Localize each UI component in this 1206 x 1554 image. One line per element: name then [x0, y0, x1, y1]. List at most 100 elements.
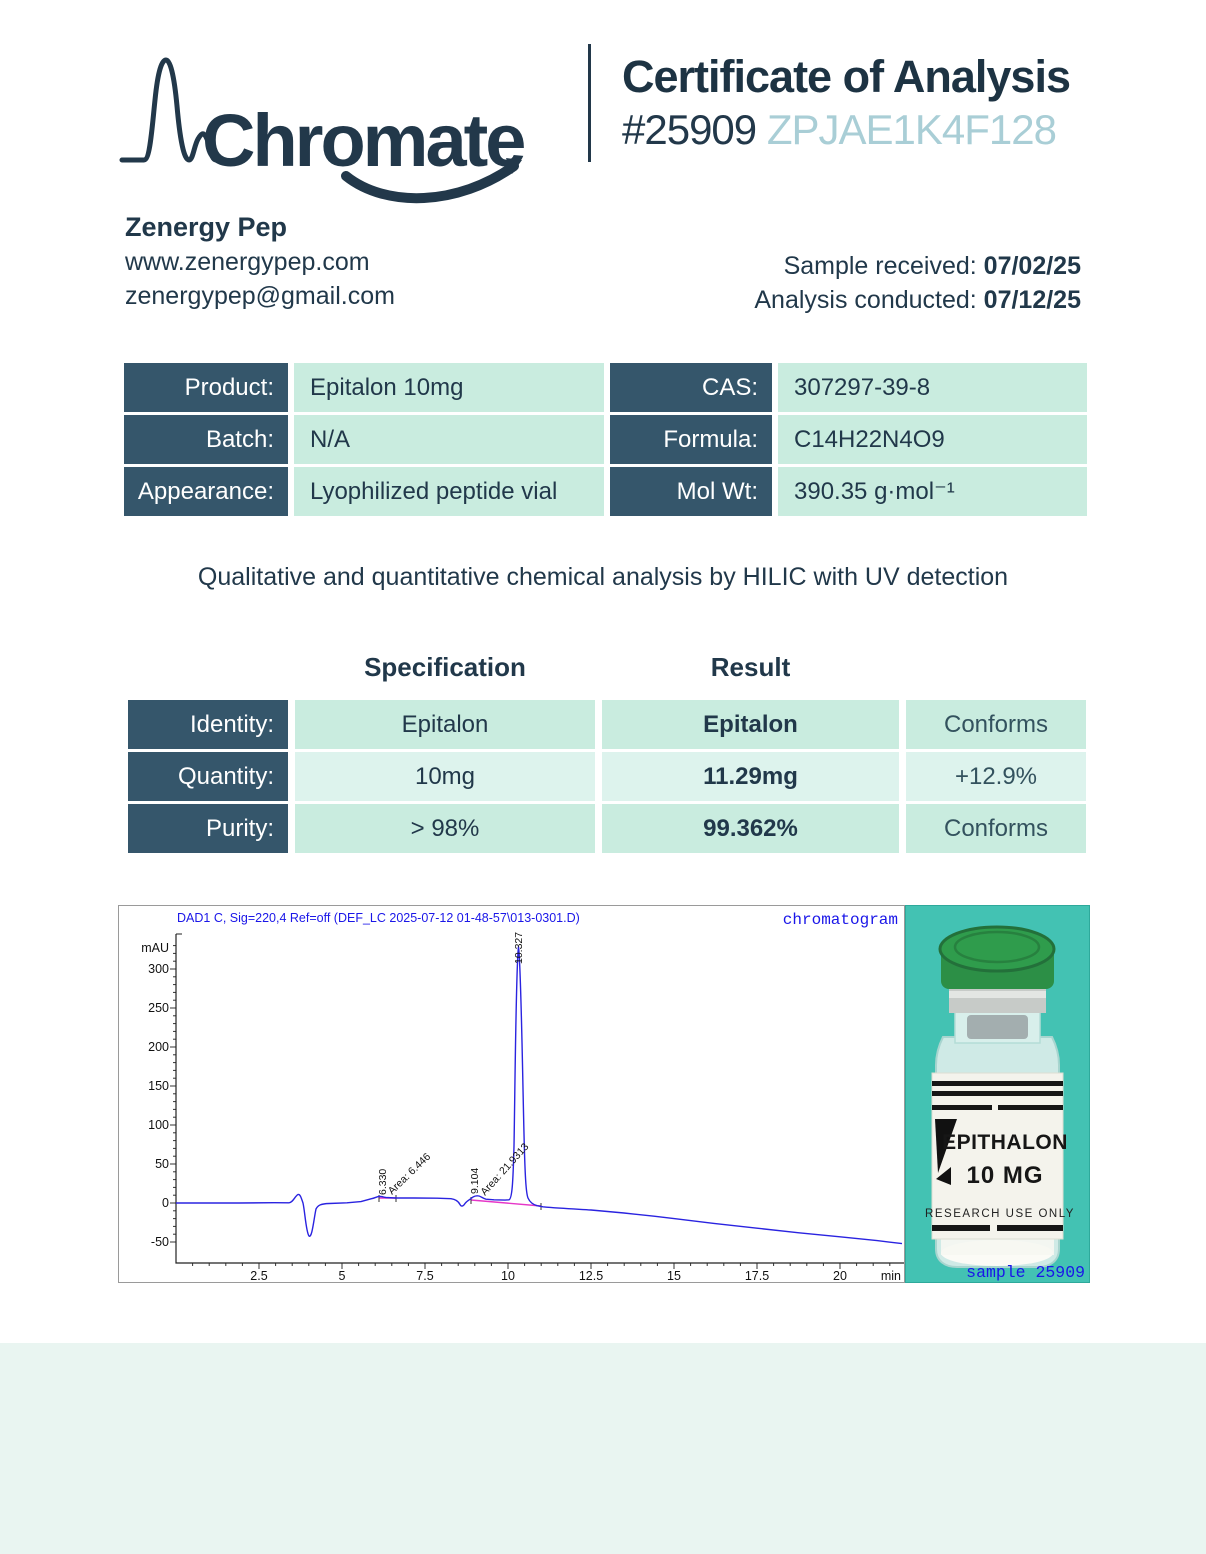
identity-label: Identity:	[128, 700, 288, 749]
label-stripe-3a	[932, 1105, 992, 1110]
axis-ticks	[170, 945, 891, 1269]
x-tick-10: 10	[501, 1269, 515, 1282]
x-axis-unit: min	[881, 1269, 901, 1282]
y-axis-unit: mAU	[141, 941, 169, 955]
rubber-stopper	[967, 1015, 1028, 1039]
baseline-peak23	[470, 1199, 542, 1207]
logo-peak-icon	[119, 57, 227, 163]
powder-layer	[941, 1239, 1054, 1255]
chromate-logo: Chromate	[119, 57, 527, 204]
logo-smile-arrow	[506, 158, 522, 174]
identity-result: Epitalon	[602, 700, 899, 749]
purity-label: Purity:	[128, 804, 288, 853]
label-research-use: RESEARCH USE ONLY	[925, 1208, 1075, 1220]
analysis-conducted-date: 07/12/25	[983, 286, 1081, 314]
title-block: Certificate of Analysis #25909 ZPJAE1K4F…	[622, 52, 1122, 154]
client-block: Zenergy Pep www.zenergypep.com zenergype…	[125, 212, 395, 311]
vial-label	[931, 1072, 1064, 1240]
cap-top	[938, 925, 1056, 973]
client-website: www.zenergypep.com	[125, 248, 370, 276]
x-tick-17p5: 17.5	[745, 1269, 769, 1282]
peak3-rt-label: 10.327	[513, 932, 525, 964]
chromatogram-corner-label: chromatogram	[783, 911, 898, 929]
quantity-status: +12.9%	[906, 752, 1086, 801]
purity-status: Conforms	[906, 804, 1086, 853]
aluminum-collar	[949, 987, 1046, 1013]
identity-spec: Epitalon	[295, 700, 595, 749]
quantity-spec: 10mg	[295, 752, 595, 801]
cas-label: CAS:	[610, 363, 772, 412]
x-tick-12p5: 12.5	[579, 1269, 603, 1282]
specification-header: Specification	[364, 652, 526, 682]
molwt-value: 390.35 g·mol⁻¹	[778, 467, 1087, 516]
y-tick-100: 100	[148, 1118, 169, 1132]
product-value: Epitalon 10mg	[294, 363, 604, 412]
quantity-result: 11.29mg	[602, 752, 899, 801]
molwt-label: Mol Wt:	[610, 467, 772, 516]
x-tick-15: 15	[667, 1269, 681, 1282]
analysis-method-note: Qualitative and quantitative chemical an…	[197, 563, 1009, 591]
label-stripe-1	[932, 1081, 1063, 1086]
sample-caption: sample 25909	[966, 1263, 1085, 1282]
identity-status: Conforms	[906, 700, 1086, 749]
footer-band: Lucas Weber Lucas Weber Principal Chemis…	[0, 1343, 1206, 1554]
batch-label: Batch:	[124, 415, 288, 464]
coa-number: #25909	[622, 105, 757, 153]
result-header: Result	[710, 652, 791, 682]
quantity-label: Quantity:	[128, 752, 288, 801]
product-table: Product: Epitalon 10mg CAS: 307297-39-8 …	[124, 363, 1087, 516]
purity-spec: > 98%	[295, 804, 595, 853]
x-tick-2p5: 2.5	[250, 1269, 267, 1282]
appearance-label: Appearance:	[124, 467, 288, 516]
vial-photo-graphic: EPITHALON 10 MG RESEARCH USE ONLY sample…	[904, 904, 1091, 1284]
chromatogram-plot: DAD1 C, Sig=220,4 Ref=off (DEF_LC 2025-0…	[141, 911, 904, 1282]
header-divider	[588, 44, 591, 162]
y-tick-0: 0	[162, 1196, 169, 1210]
collar-highlight	[949, 991, 1046, 998]
y-tick-150: 150	[148, 1079, 169, 1093]
purity-result: 99.362%	[602, 804, 899, 853]
peak1-rt-label: 6.330	[377, 1169, 389, 1195]
peak2-rt-label: 9.104	[469, 1168, 481, 1194]
analysis-conducted-label: Analysis conducted:	[754, 286, 984, 314]
batch-value: N/A	[294, 415, 604, 464]
product-label: Product:	[124, 363, 288, 412]
client-email: zenergypep@gmail.com	[125, 282, 395, 310]
sample-received-label: Sample received:	[783, 252, 984, 280]
y-tick-300: 300	[148, 962, 169, 976]
formula-value: C14H22N4O9	[778, 415, 1087, 464]
y-tick-neg50: -50	[151, 1235, 169, 1249]
x-tick-20: 20	[833, 1269, 847, 1282]
label-stripe-2	[932, 1091, 1063, 1096]
label-stripe-4a	[932, 1225, 990, 1231]
cas-value: 307297-39-8	[778, 363, 1087, 412]
coa-access-code: ZPJAE1K4F128	[766, 105, 1057, 153]
sample-received-line: Sample received: 07/02/25	[754, 252, 1081, 281]
coa-identifier: #25909 ZPJAE1K4F128	[622, 106, 1122, 154]
chromatogram-panel: DAD1 C, Sig=220,4 Ref=off (DEF_LC 2025-0…	[118, 905, 905, 1283]
signal-trace	[176, 946, 903, 1245]
chromatogram-signal-header: DAD1 C, Sig=220,4 Ref=off (DEF_LC 2025-0…	[177, 911, 580, 925]
peak1-area-label: Area: 6.446	[386, 1151, 434, 1197]
integration-marks	[378, 1195, 542, 1210]
y-tick-200: 200	[148, 1040, 169, 1054]
peak2-area-label: Area: 21.9313	[478, 1141, 531, 1198]
label-strength: 10 MG	[966, 1162, 1043, 1189]
results-table: Identity: Epitalon Epitalon Conforms Qua…	[128, 700, 1087, 853]
sample-photo: EPITHALON 10 MG RESEARCH USE ONLY sample…	[904, 904, 1091, 1284]
cap-emboss	[953, 930, 1041, 964]
axes	[175, 934, 904, 1264]
label-stripe-4b	[997, 1225, 1063, 1231]
logo-smile-icon	[341, 161, 519, 204]
dates-block: Sample received: 07/02/25 Analysis condu…	[754, 247, 1081, 315]
client-name: Zenergy Pep	[125, 212, 288, 242]
appearance-value: Lyophilized peptide vial	[294, 467, 604, 516]
formula-label: Formula:	[610, 415, 772, 464]
label-logo-mark2	[936, 1167, 951, 1185]
y-tick-50: 50	[155, 1157, 169, 1171]
label-product-name: EPITHALON	[942, 1131, 1068, 1154]
sample-received-date: 07/02/25	[983, 252, 1081, 280]
y-tick-250: 250	[148, 1001, 169, 1015]
label-stripe-3b	[998, 1105, 1063, 1110]
